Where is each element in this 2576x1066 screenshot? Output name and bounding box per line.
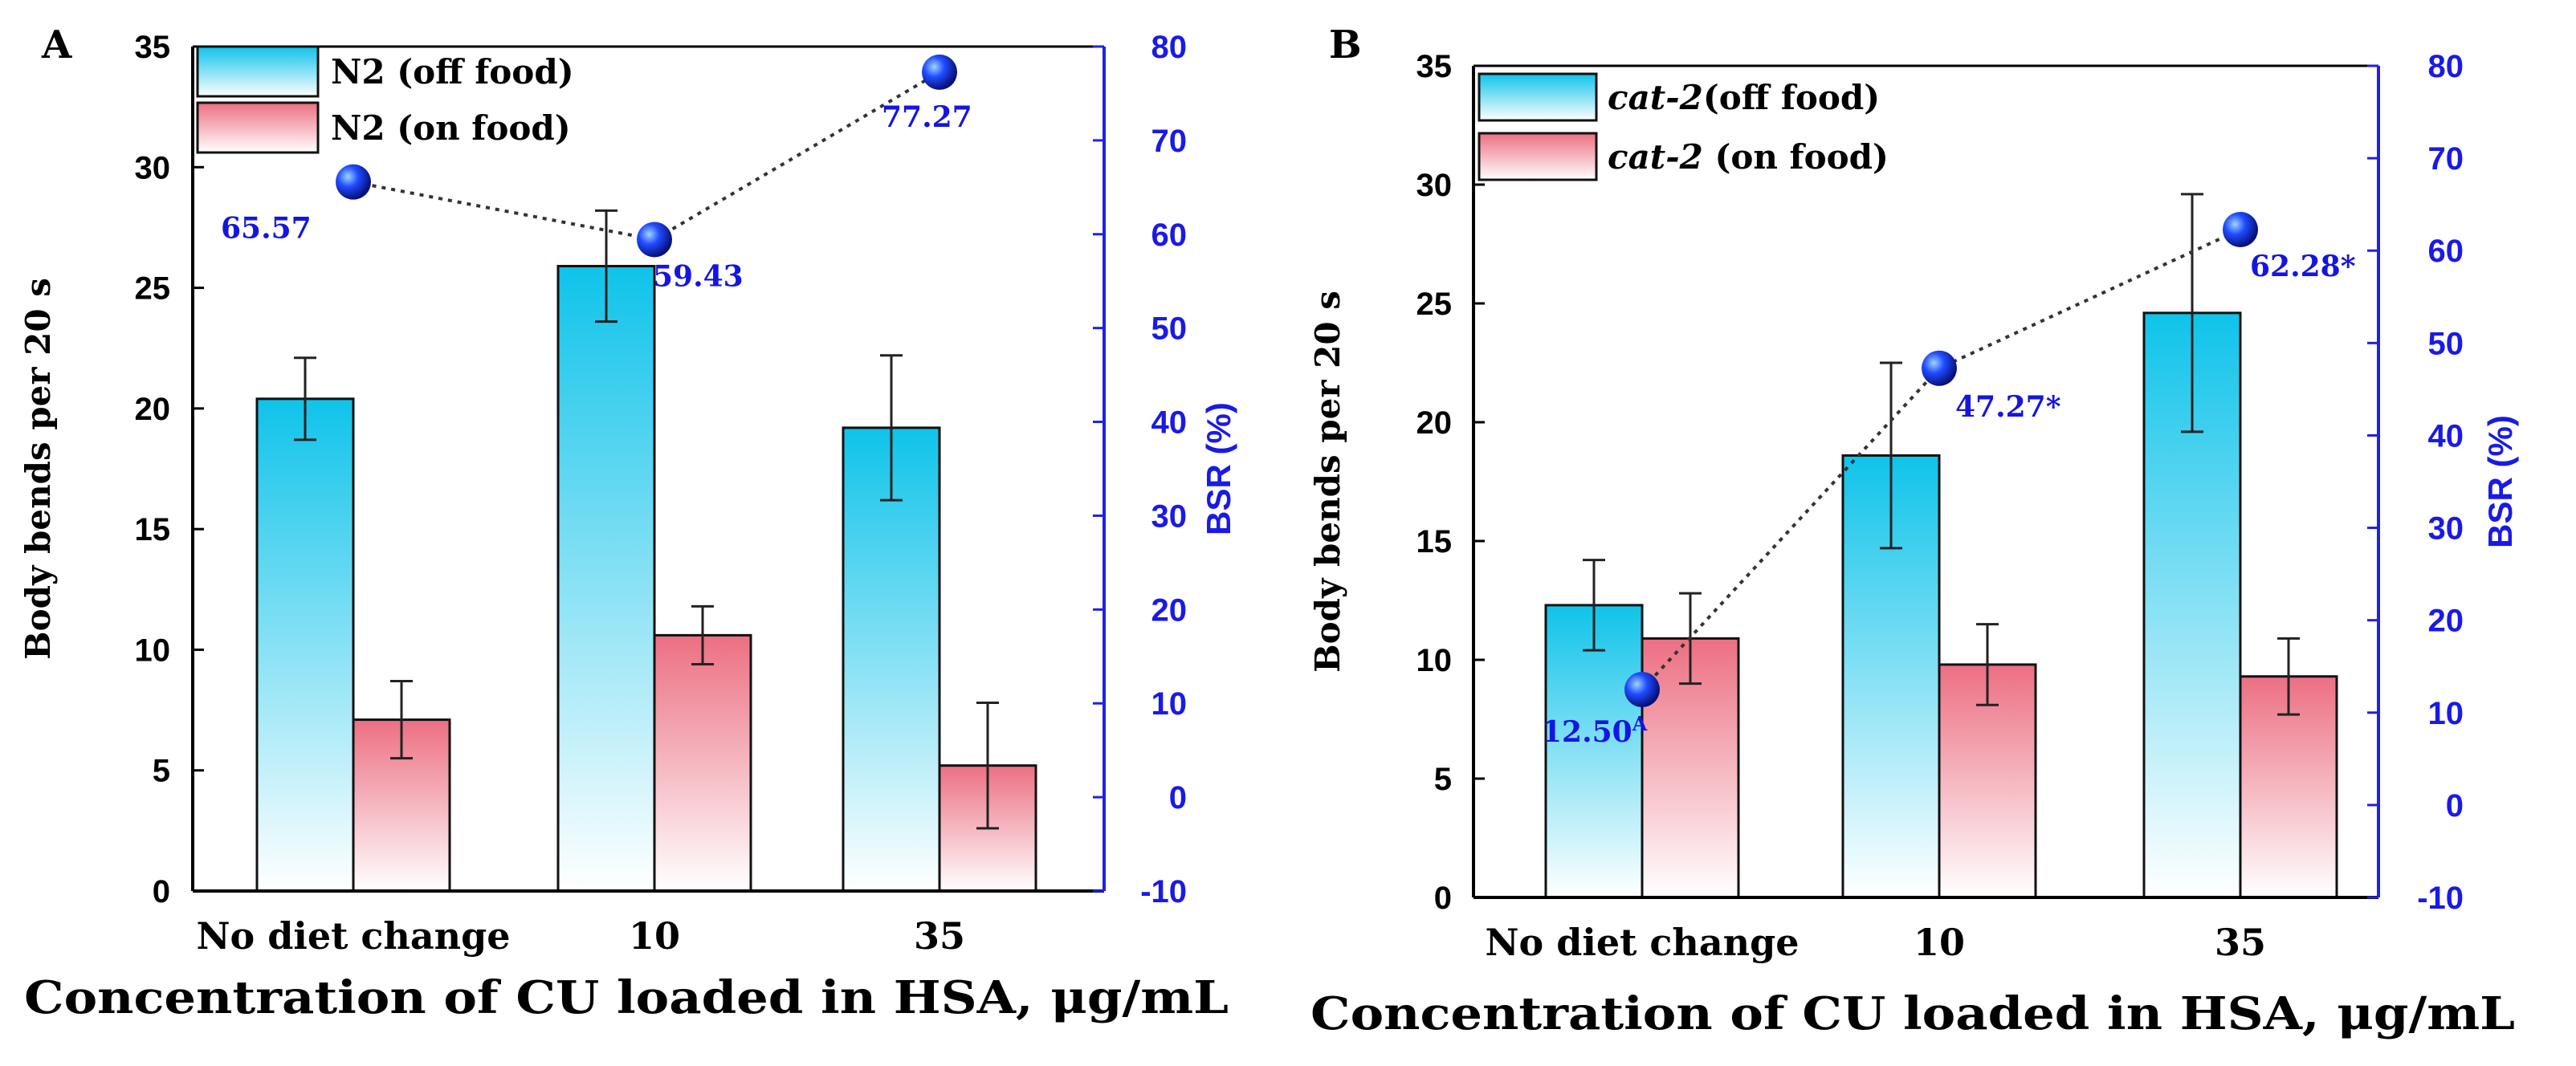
y2-tick-label: 20 (2428, 604, 2464, 639)
y-tick-label: 35 (1416, 49, 1453, 84)
bsr-point (1624, 672, 1660, 707)
bsr-point (1922, 350, 1957, 386)
legend-label-name: cat-2 (1608, 78, 1703, 117)
y2-tick-label: 20 (1151, 592, 1188, 628)
legend-swatch (196, 101, 320, 154)
y-tick-label: 25 (135, 271, 171, 307)
legend-swatch (1478, 132, 1598, 181)
bsr-data-label: 62.28* (2250, 250, 2356, 283)
legend-label: cat-2 (on food) (1608, 137, 1889, 177)
legend-swatch (1478, 72, 1598, 122)
bsr-data-value: 62.28* (2250, 250, 2356, 283)
y2-tick-label: 30 (2428, 511, 2464, 547)
y2-tick-label: 50 (2428, 326, 2464, 361)
y2-tick-label: 80 (2428, 49, 2464, 84)
bsr-data-value: 47.27* (1955, 390, 2061, 424)
y2-tick-label: 60 (1151, 218, 1188, 253)
bar-on-food (653, 633, 752, 893)
legend-label-condition: (on food) (385, 108, 571, 148)
y-tick-label: 15 (135, 512, 171, 547)
bsr-point (922, 54, 957, 90)
x-tick-label: No diet change (196, 914, 510, 958)
bsr-data-label: 77.27 (882, 100, 972, 134)
x-tick-label: 35 (914, 914, 965, 958)
y-tick-label: 15 (1416, 524, 1453, 559)
bsr-point (336, 164, 371, 200)
bsr-data-label: 12.50A (1542, 712, 1648, 749)
y-tick-label: 30 (135, 150, 171, 185)
bsr-line (353, 71, 941, 242)
y2-tick-label: 0 (2446, 788, 2464, 824)
y-tick-label: 30 (1416, 168, 1453, 203)
legend-label-name: N2 (331, 52, 385, 92)
bsr-data-value: 77.27 (882, 100, 972, 134)
y2-tick-label: 60 (2428, 234, 2464, 269)
panel-a: A 0 5 10 15 20 25 30 35 -10 0 10 20 30 40 50 60 70 80 No di… (18, 22, 1237, 1024)
bar-off-food (255, 397, 355, 893)
bsr-line (1641, 228, 2241, 691)
bsr-data-value: 12.50 (1542, 715, 1632, 749)
y-tick-label: 0 (1434, 881, 1452, 916)
x-tick-label: 10 (629, 914, 680, 958)
bsr-data-label: 47.27* (1955, 390, 2061, 424)
y-tick-label: 0 (153, 874, 170, 909)
x-axis-title: Concentration of CU loaded in HSA, μg/mL (24, 971, 1229, 1024)
bsr-data-value: 59.43 (653, 259, 744, 293)
legend-label: N2 (off food) (331, 52, 574, 92)
y-tick-label: 10 (1416, 643, 1453, 678)
legend-label-name: N2 (331, 108, 385, 148)
x-tick-label: 35 (2215, 921, 2266, 964)
legend-label: N2 (on food) (331, 108, 571, 148)
bar-off-food (1544, 604, 1644, 899)
y2-tick-label: -10 (1140, 874, 1187, 909)
y-tick-label: 10 (135, 633, 171, 668)
y2-tick-label: 70 (2428, 141, 2464, 177)
x-tick-label: No diet change (1485, 921, 1799, 964)
x-tick-label: 10 (1914, 921, 1965, 964)
bsr-data-value: 65.57 (221, 212, 312, 246)
y2-tick-label: 40 (2428, 418, 2464, 454)
y2-tick-label: 50 (1151, 311, 1188, 347)
y2-axis-title: BSR (%) (1200, 402, 1237, 535)
y2-tick-label: 10 (1151, 686, 1188, 722)
y2-tick-label: 30 (1151, 498, 1188, 534)
panel-label: A (41, 22, 72, 67)
panel-label: B (1329, 22, 1362, 67)
x-axis-title: Concentration of CU loaded in HSA, μg/mL (1310, 987, 2515, 1040)
y2-tick-label: 70 (1151, 124, 1188, 159)
bsr-data-label: 65.57 (221, 212, 312, 246)
bar-off-food (556, 265, 656, 893)
legend-label-condition: (off food) (385, 52, 574, 92)
y2-tick-label: 10 (2428, 696, 2464, 731)
y-axis-title: Body bends per 20 s (1308, 291, 1347, 673)
y-tick-label: 20 (135, 392, 171, 427)
y2-tick-label: 40 (1151, 405, 1188, 441)
y-tick-label: 35 (135, 30, 171, 65)
y-tick-label: 5 (153, 754, 170, 789)
y-tick-label: 5 (1434, 762, 1452, 797)
y-axis-title: Body bends per 20 s (18, 278, 58, 660)
bsr-data-label: 59.43 (653, 259, 744, 293)
legend-label: cat-2(off food) (1608, 78, 1880, 117)
legend-swatch (196, 45, 320, 98)
y2-tick-label: -10 (2417, 881, 2464, 916)
y-tick-label: 20 (1416, 405, 1453, 441)
y2-tick-label: 0 (1169, 780, 1187, 816)
legend-label-condition: (off food) (1703, 78, 1880, 117)
legend-label-name: cat-2 (1608, 137, 1703, 177)
bsr-point (2223, 211, 2258, 247)
bsr-point (637, 222, 672, 258)
bsr-data-superscript: A (1632, 712, 1648, 735)
legend-label-condition: (on food) (1703, 137, 1889, 177)
y-tick-label: 25 (1416, 287, 1453, 322)
y2-tick-label: 80 (1151, 30, 1188, 65)
panel-b: B 0 5 10 15 20 25 30 35 -10 0 10 20 30 40 50 60 70 80 No di… (1308, 22, 2519, 1040)
y2-axis-title: BSR (%) (2481, 415, 2519, 548)
